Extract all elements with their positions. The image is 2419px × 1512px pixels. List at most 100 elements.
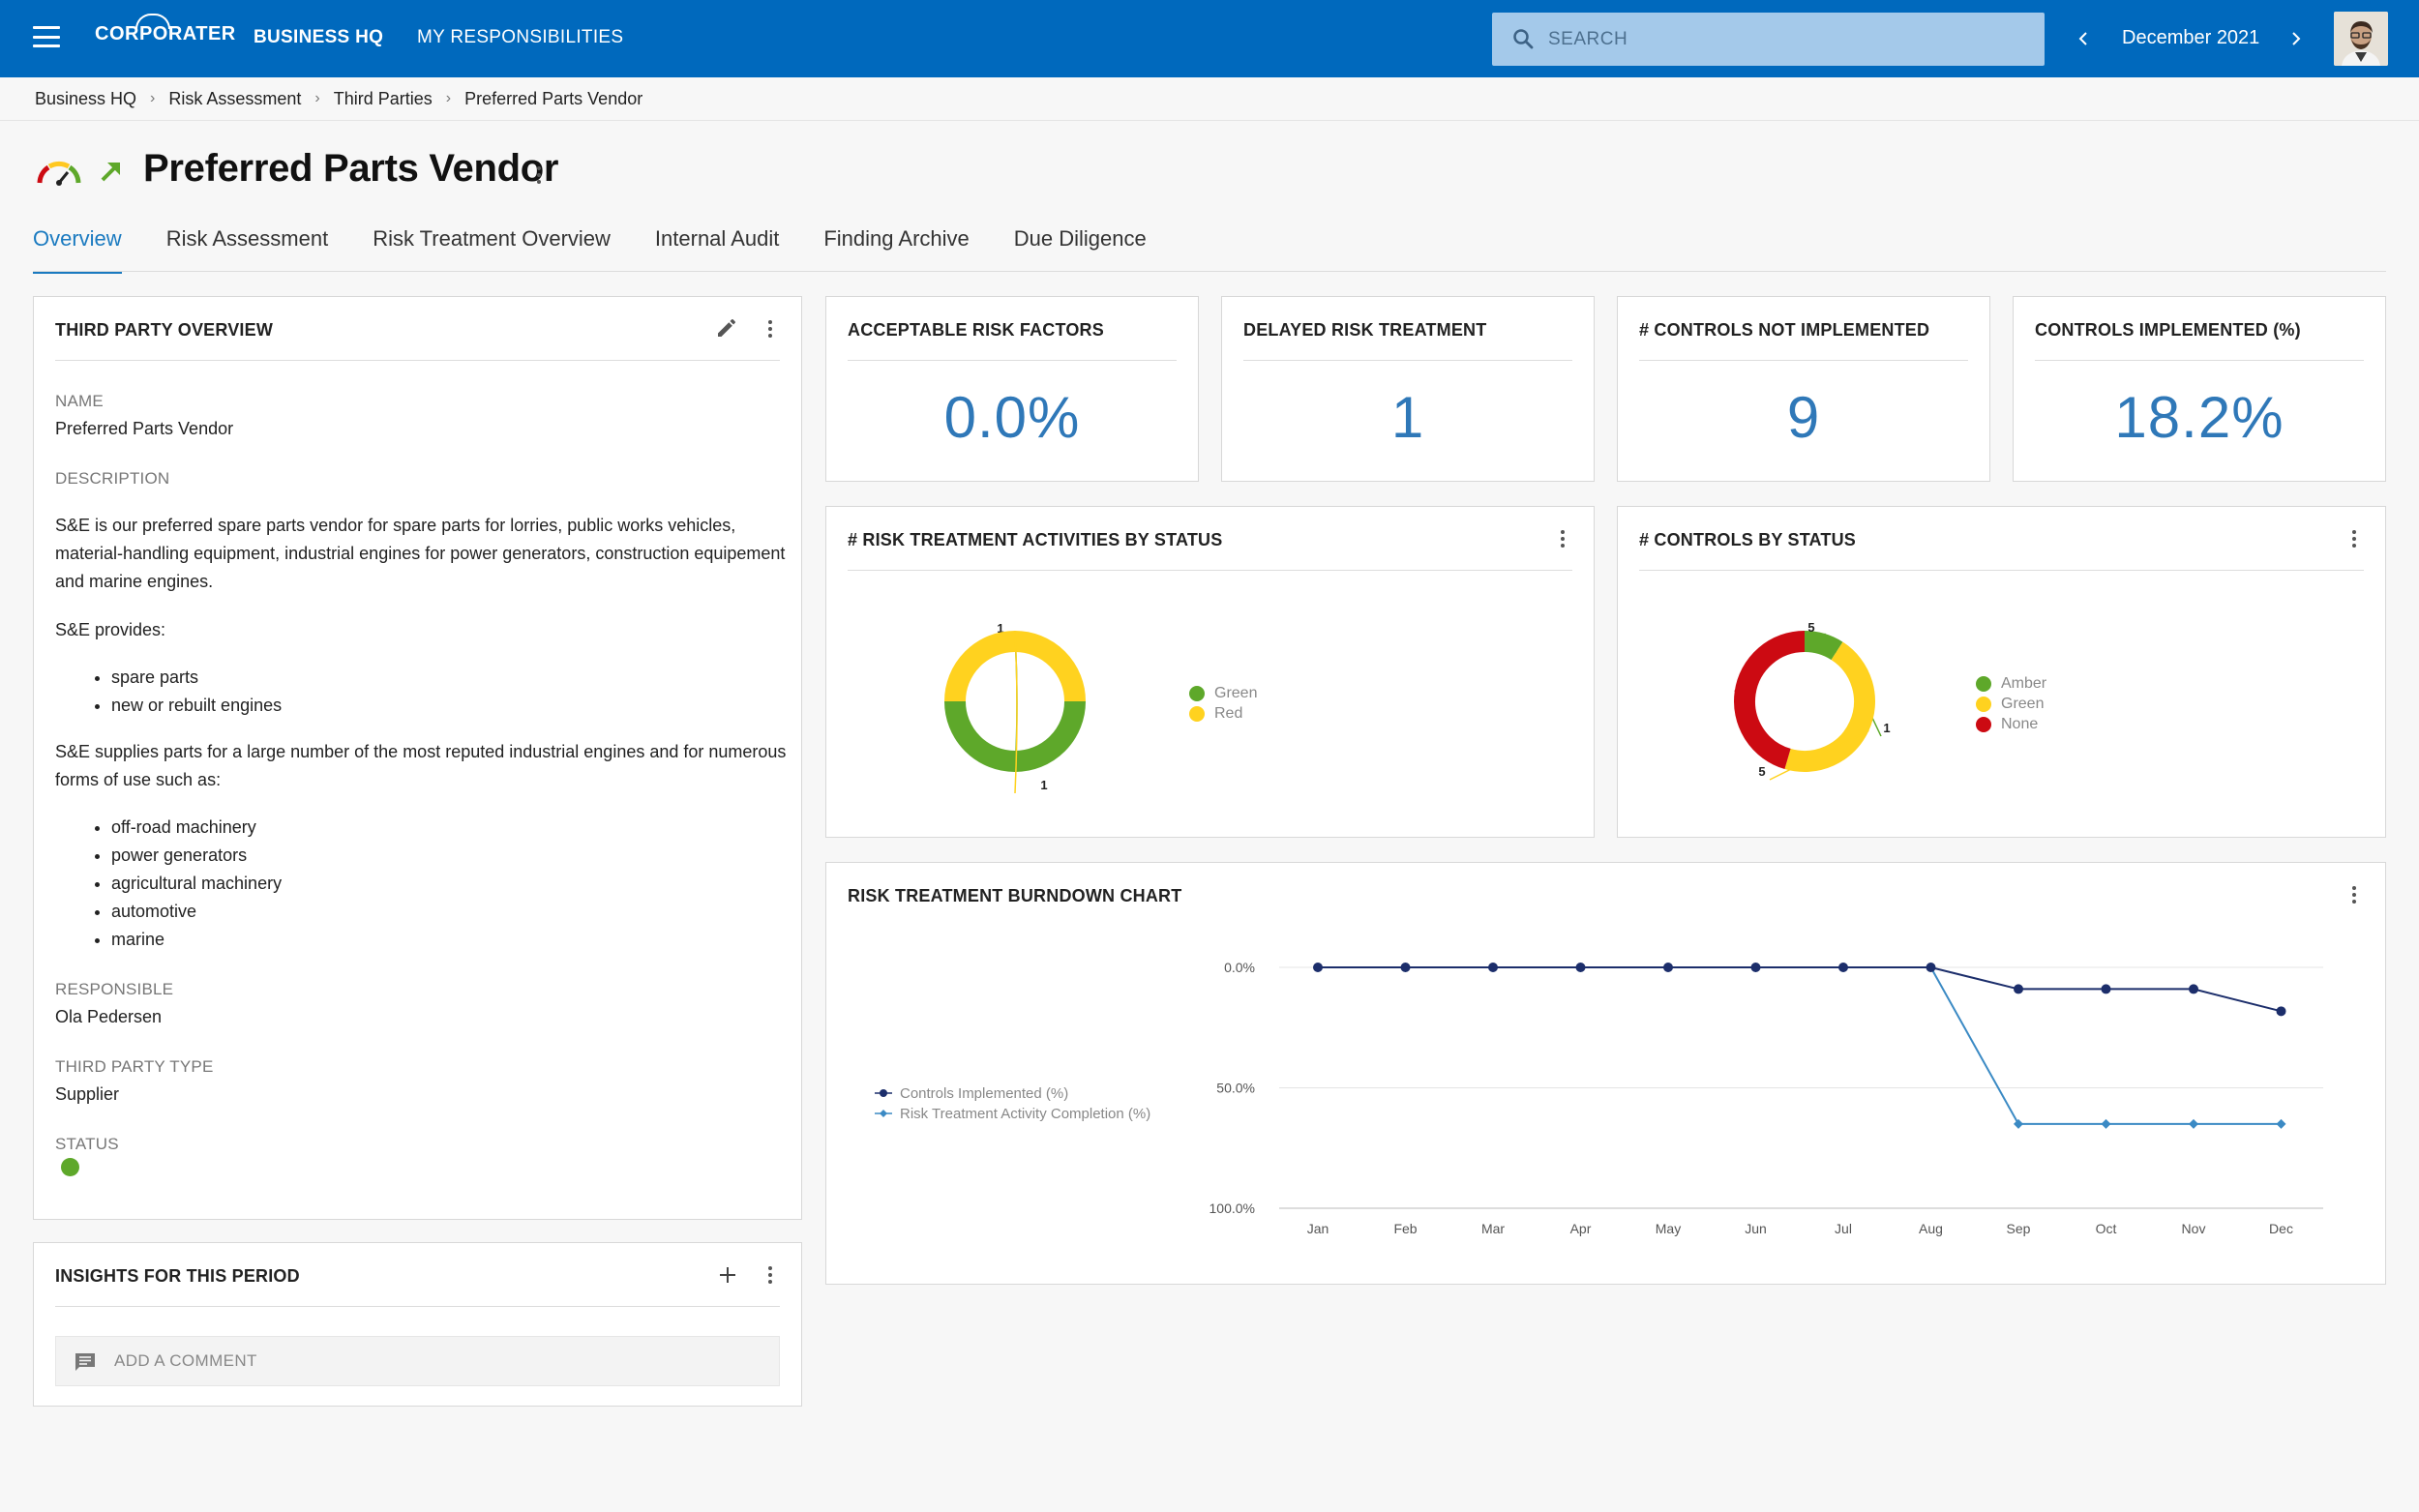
- legend-marker: [1976, 716, 1991, 732]
- list-item: new or rebuilt engines: [111, 692, 282, 720]
- comment-box: [55, 1336, 780, 1386]
- nav-my-responsibilities[interactable]: MY RESPONSIBILITIES: [417, 27, 624, 47]
- search-box: [1492, 13, 2045, 66]
- more-options-icon[interactable]: [765, 318, 775, 341]
- comment-input[interactable]: [114, 1337, 772, 1385]
- data-point[interactable]: [1838, 963, 1848, 972]
- description-text: S&E supplies parts for a large number of…: [55, 742, 787, 789]
- data-point[interactable]: [2189, 984, 2198, 994]
- x-tick-label: Aug: [1919, 1221, 1943, 1236]
- search-input[interactable]: [1548, 13, 2032, 66]
- divider: [55, 360, 780, 361]
- donut-slice-red[interactable]: [944, 631, 1086, 702]
- divider: [0, 120, 2419, 121]
- data-point[interactable]: [1400, 963, 1411, 972]
- legend-label[interactable]: Risk Treatment Activity Completion (%): [900, 1106, 1150, 1122]
- tab-risk-assessment[interactable]: Risk Assessment: [165, 226, 329, 251]
- more-options-icon[interactable]: [2349, 528, 2359, 551]
- period-selector[interactable]: December 2021: [2122, 27, 2260, 48]
- list-item: off-road machinery: [111, 814, 282, 842]
- kpi-card-controls-implemented[interactable]: CONTROLS IMPLEMENTED (%) 18.2%: [2013, 296, 2386, 482]
- chevron-left-icon[interactable]: [2071, 25, 2096, 52]
- legend-marker: [880, 1089, 887, 1097]
- more-options-icon[interactable]: [534, 164, 544, 188]
- legend-label: Red: [1214, 704, 1243, 722]
- top-bar: CORPORATER BUSINESS HQ MY RESPONSIBILITI…: [0, 0, 2419, 77]
- card-title: INSIGHTS FOR THIS PERIOD: [55, 1266, 300, 1286]
- trend-up-icon: [101, 163, 120, 182]
- third-party-type-value: Supplier: [55, 1084, 120, 1104]
- data-point[interactable]: [2189, 1118, 2198, 1129]
- x-tick-label: Oct: [2096, 1221, 2117, 1236]
- data-point[interactable]: [1926, 963, 1936, 972]
- data-point[interactable]: [1488, 963, 1498, 972]
- user-avatar-icon: [2334, 12, 2388, 66]
- data-label-connector: [1769, 729, 1869, 781]
- data-point[interactable]: [1663, 963, 1673, 972]
- third-party-overview-card: THIRD PARTY OVERVIEW NAME Preferred Part…: [33, 296, 802, 1220]
- legend-item[interactable]: Green: [1189, 683, 1257, 703]
- data-point[interactable]: [2101, 1118, 2111, 1129]
- divider: [848, 570, 1572, 571]
- data-point[interactable]: [1313, 963, 1323, 972]
- kpi-card-controls-not-implemented[interactable]: # CONTROLS NOT IMPLEMENTED 9: [1617, 296, 1990, 482]
- data-point[interactable]: [2276, 1118, 2286, 1129]
- more-options-icon[interactable]: [765, 1264, 775, 1288]
- legend-label: Green: [1214, 684, 1258, 701]
- x-tick-label: Jul: [1835, 1221, 1852, 1236]
- legend-item[interactable]: Green: [1976, 694, 2046, 714]
- tab-overview[interactable]: Overview: [33, 226, 122, 274]
- kpi-value: 18.2%: [2114, 385, 2285, 450]
- search-icon: [1513, 29, 1534, 49]
- more-options-icon[interactable]: [2349, 884, 2359, 907]
- chart-title: # RISK TREATMENT ACTIVITIES BY STATUS: [848, 530, 1223, 549]
- kpi-value: 0.0%: [943, 385, 1081, 450]
- nav-business-hq[interactable]: BUSINESS HQ: [254, 27, 384, 47]
- kpi-card-delayed-risk-treatment[interactable]: DELAYED RISK TREATMENT 1: [1221, 296, 1595, 482]
- burndown-chart-card: RISK TREATMENT BURNDOWN CHART 0.0% 50.0% 1…: [825, 862, 2386, 1285]
- card-title: ACCEPTABLE RISK FACTORS: [848, 320, 1104, 340]
- y-tick-label: 50.0%: [1216, 1081, 1255, 1096]
- tab-risk-treatment-overview[interactable]: Risk Treatment Overview: [373, 226, 611, 251]
- legend-label[interactable]: Controls Implemented (%): [900, 1085, 1068, 1102]
- add-icon[interactable]: [717, 1264, 738, 1286]
- list-item: marine: [111, 926, 282, 954]
- breadcrumb-item[interactable]: Risk Assessment: [168, 88, 302, 108]
- donut-slice-green[interactable]: [944, 700, 1086, 772]
- kpi-value: 9: [1786, 385, 1821, 450]
- data-point[interactable]: [2276, 1006, 2286, 1017]
- tab-due-diligence[interactable]: Due Diligence: [1013, 226, 1147, 251]
- tab-finding-archive[interactable]: Finding Archive: [823, 226, 970, 251]
- data-point[interactable]: [2014, 984, 2023, 994]
- data-point[interactable]: [1750, 963, 1761, 972]
- data-point[interactable]: [2014, 1118, 2023, 1129]
- avatar[interactable]: [2334, 12, 2388, 66]
- legend-item[interactable]: None: [1976, 714, 2046, 734]
- data-point[interactable]: [2101, 984, 2111, 994]
- x-tick-label: Jun: [1745, 1221, 1767, 1236]
- chart-title: # CONTROLS BY STATUS: [1639, 530, 1857, 549]
- legend-item[interactable]: Red: [1189, 703, 1257, 724]
- breadcrumb-item[interactable]: Business HQ: [35, 88, 137, 108]
- data-point[interactable]: [1575, 963, 1586, 972]
- tab-internal-audit[interactable]: Internal Audit: [654, 226, 780, 251]
- divider: [2035, 360, 2364, 361]
- edit-icon[interactable]: [715, 316, 738, 340]
- legend-marker: [1189, 705, 1205, 722]
- kpi-card-acceptable-risk-factors[interactable]: ACCEPTABLE RISK FACTORS 0.0%: [825, 296, 1199, 482]
- insights-card: INSIGHTS FOR THIS PERIOD: [33, 1242, 802, 1407]
- more-options-icon[interactable]: [1558, 528, 1568, 551]
- logo[interactable]: CORPORATER: [95, 23, 236, 44]
- donut-slice-green[interactable]: [1784, 641, 1875, 772]
- menu-icon[interactable]: [33, 26, 60, 47]
- x-tick-label: Dec: [2269, 1221, 2293, 1236]
- breadcrumb-item[interactable]: Third Parties: [333, 88, 433, 108]
- divider: [1243, 360, 1572, 361]
- x-tick-label: Mar: [1481, 1221, 1505, 1236]
- risk-gauge-icon: [37, 161, 81, 186]
- chevron-right-icon[interactable]: [2284, 25, 2309, 52]
- card-title: # CONTROLS NOT IMPLEMENTED: [1639, 320, 1930, 340]
- donut-slice-none[interactable]: [1734, 631, 1806, 770]
- legend-item[interactable]: Amber: [1976, 673, 2046, 694]
